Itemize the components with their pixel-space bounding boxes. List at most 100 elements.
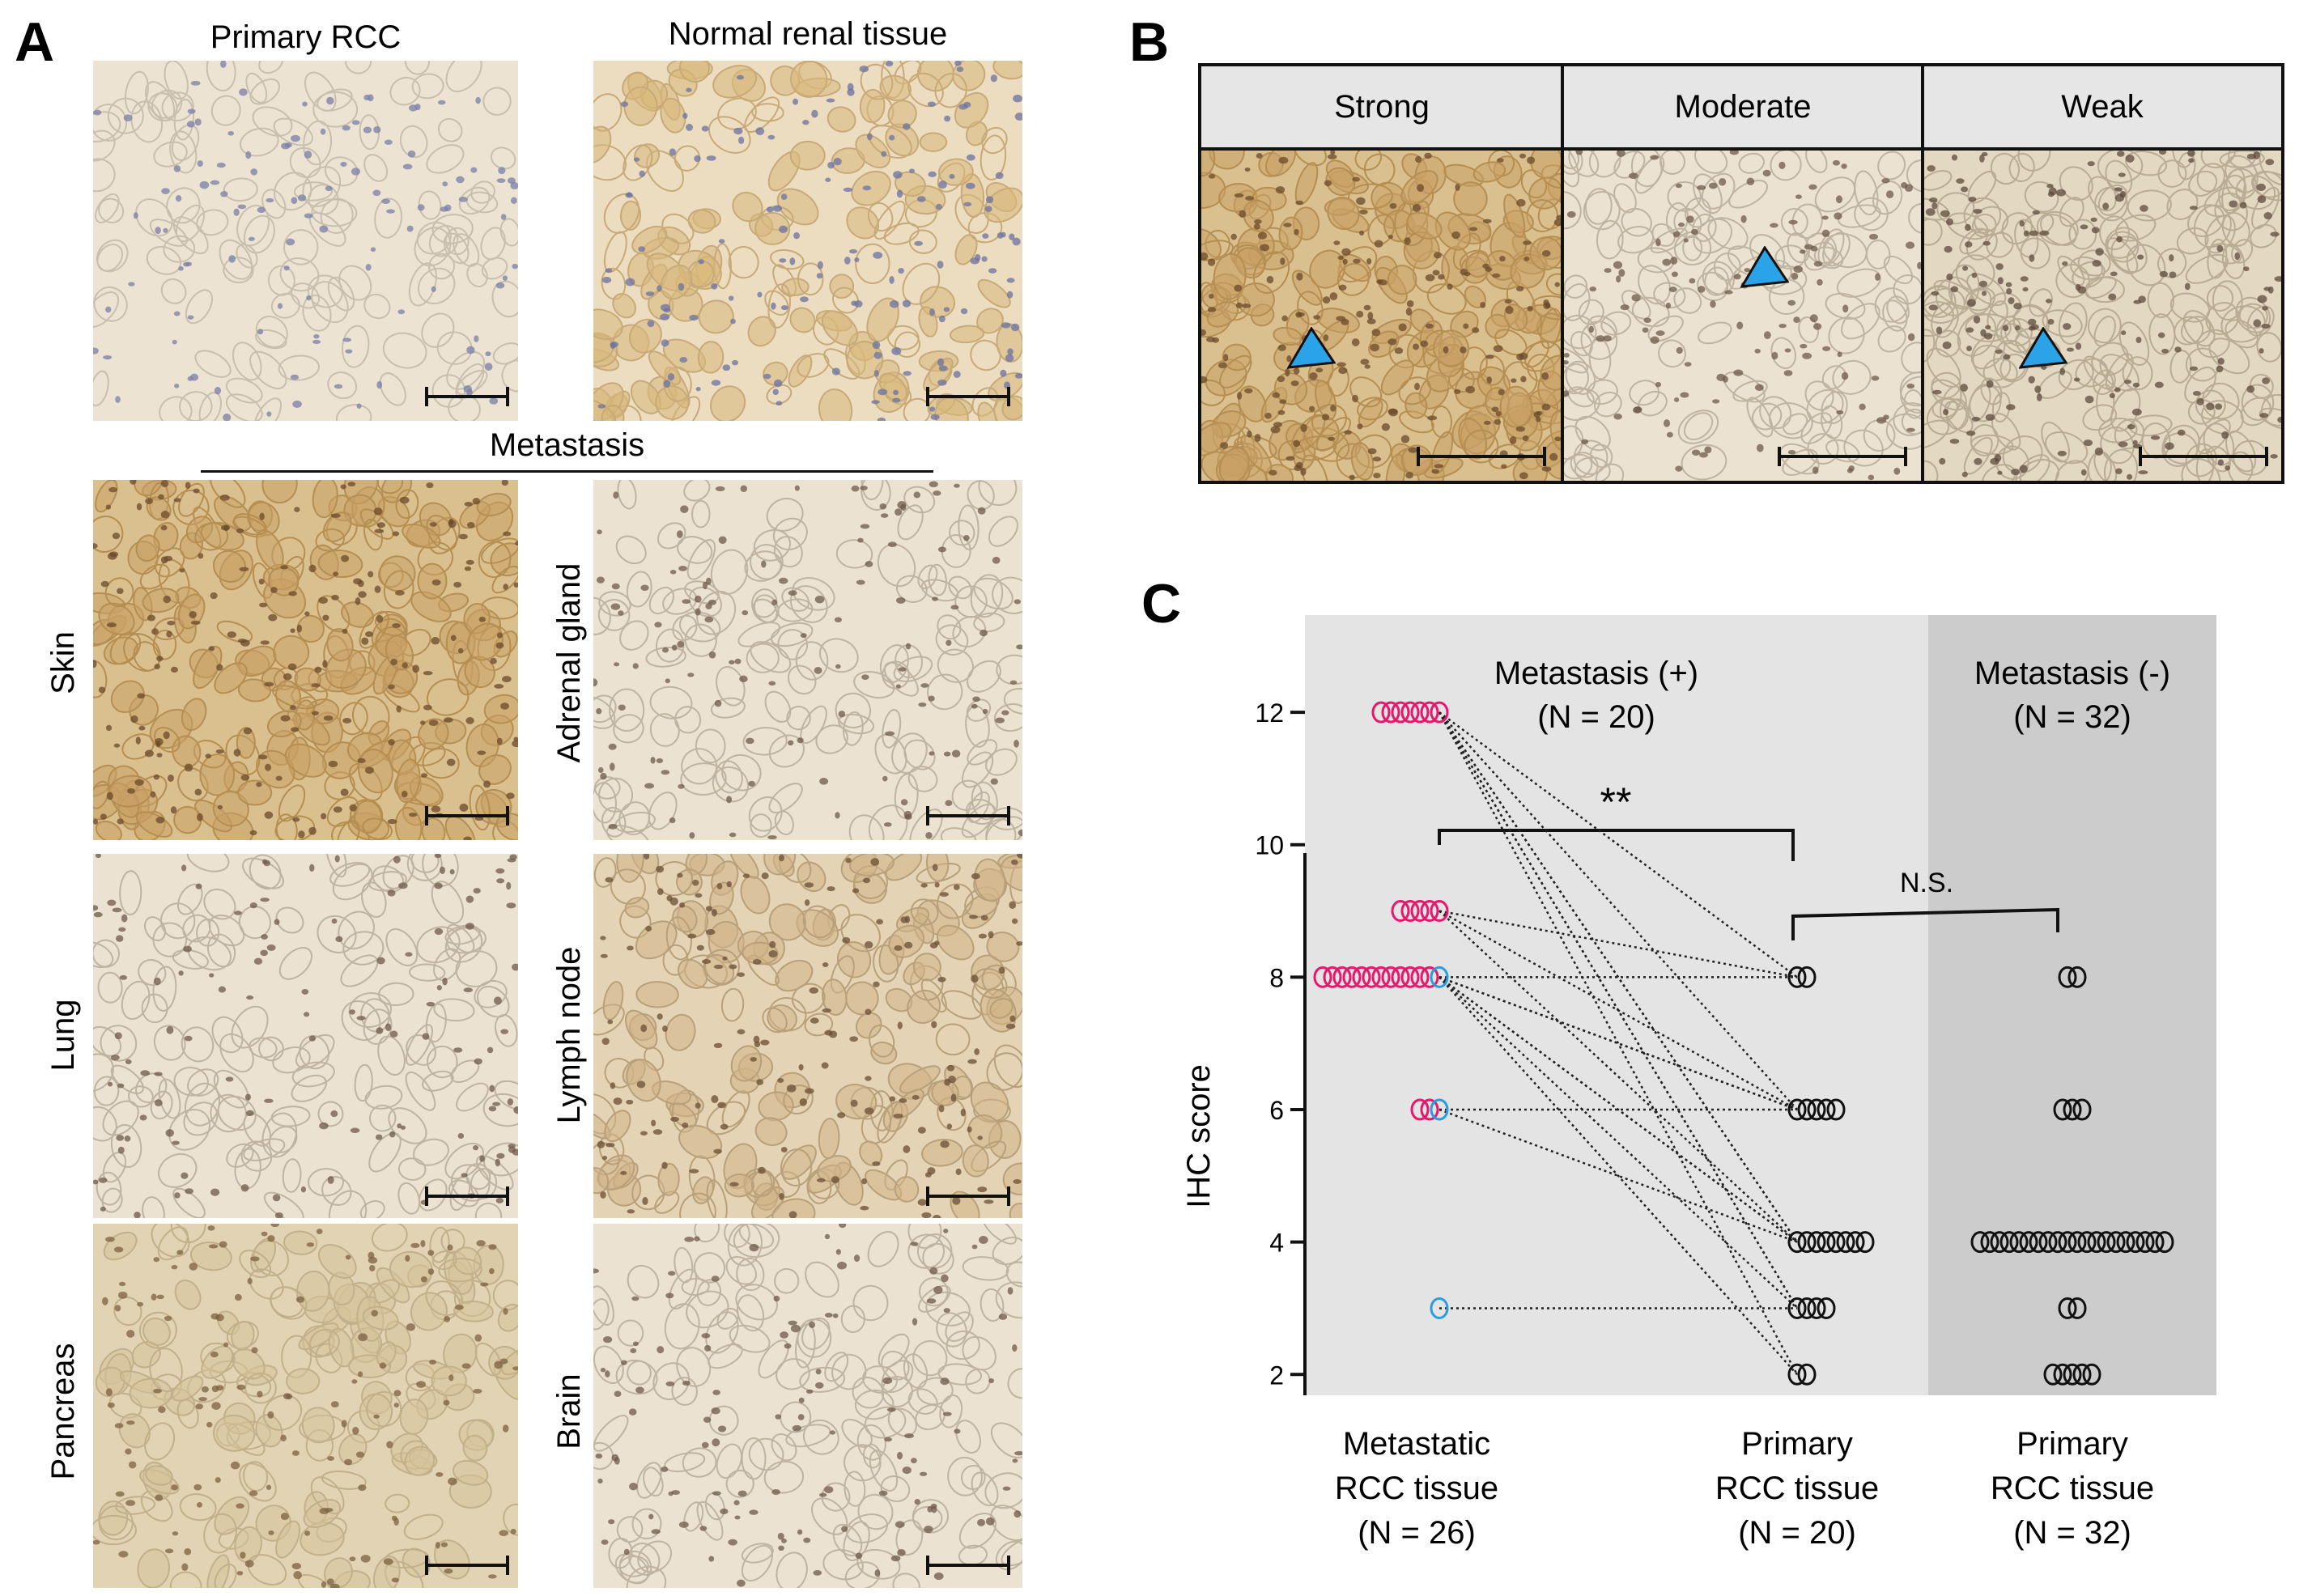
primary-met-neg-point [2048,1231,2067,1254]
primary-met-pos-point [1817,1297,1836,1319]
significance-mark: ** [1600,779,1632,825]
primary-met-neg-point [2097,1231,2116,1254]
pair-line [1438,976,1798,1111]
micrograph-strong [1201,151,1562,481]
micrograph-normal-renal [593,61,1022,421]
metastatic-point [1400,900,1420,923]
pair-line [1438,711,1798,1110]
primary-met-pos-point [1807,1297,1826,1319]
pair-line [1438,976,1798,1309]
micrograph-primary-rcc [93,61,518,421]
primary-met-neg-point [2067,966,2087,988]
primary-met-neg-point [1990,1231,2009,1254]
normal-renal-caption: Normal renal tissue [668,16,948,52]
primary-met-pos-point [1817,1098,1836,1121]
metastatic-point [1352,966,1371,988]
primary-met-pos-point [1787,966,1807,988]
metastatic-point [1313,966,1332,988]
y-axis: 2 4 6 8 10 12 [1255,698,1307,1395]
pair-line [1438,976,1798,1376]
primary-met-neg-point [2155,1231,2174,1254]
group1-title: Metastasis (+) [1494,656,1698,691]
metastatic-point [1391,701,1410,724]
y-tick-label: 6 [1269,1096,1284,1125]
arrowhead-icon [1287,327,1336,369]
y-axis-label: IHC score [1181,1064,1217,1208]
scalebar [1778,447,1907,466]
scalebar [425,387,509,406]
metastatic-point [1410,900,1430,923]
scalebar [926,1186,1010,1206]
metastatic-point [1371,701,1391,724]
pair-line [1438,711,1799,1243]
ihc-score-chart: Metastasis (+) (N = 20) Metastasis (-) (… [1181,615,2216,1551]
header-moderate: Moderate [1562,66,1923,151]
scalebar [425,1556,509,1575]
primary-met-neg-point [2043,1363,2063,1386]
pair-line [1438,910,1798,1243]
x-category-label: RCC tissue [1715,1471,1879,1506]
micrograph-lung [93,854,518,1218]
panel-a-letter: A [15,11,55,73]
primary-met-neg-point [2058,966,2077,988]
metastatic-point [1430,1098,1449,1121]
primary-met-pos-point [1826,1231,1846,1254]
micrograph-weak [1923,151,2281,481]
primary-met-pos-point [1855,1231,1875,1254]
primary-met-neg-point [2116,1231,2135,1254]
skin-label: Skin [45,631,81,694]
micrograph-moderate [1562,151,1923,481]
scalebar [926,387,1010,406]
primary-met-neg-point [2058,1231,2077,1254]
primary-met-pos-point [1836,1231,1855,1254]
metastatic-point [1391,966,1410,988]
primary-met-pos-point [1787,1231,1807,1254]
primary-met-neg-point [2053,1098,2072,1121]
metastasis-caption: Metastasis [489,427,645,463]
metastatic-point [1420,701,1439,724]
lung-label: Lung [45,999,81,1072]
group1-background [1305,615,1928,1395]
metastatic-point [1332,966,1352,988]
primary-met-pos-point [1826,1098,1846,1121]
metastatic-point [1420,1098,1439,1121]
primary-met-pos-point [1807,1231,1826,1254]
primary-met-pos-point [1807,1098,1826,1121]
primary-met-pos-point [1787,1098,1807,1121]
primary-met-neg-point [2058,1297,2077,1319]
group2-n: (N = 32) [2013,699,2131,735]
metastatic-point [1420,900,1439,923]
primary-met-pos-point [1846,1231,1865,1254]
pair-line [1438,976,1798,1243]
primary-met-neg-point [2053,1363,2072,1386]
metastatic-point [1430,1297,1449,1319]
primary-met-neg-point [2106,1231,2126,1254]
scalebar [425,806,509,826]
header-weak: Weak [1923,66,2281,151]
x-category-label: Primary [2016,1426,2128,1462]
primary-met-neg-point [2029,1231,2048,1254]
primary-met-neg-point [1999,1231,2019,1254]
adrenal-label: Adrenal gland [551,562,587,763]
metastatic-point [1430,701,1449,724]
primary-met-neg-point [2135,1231,2155,1254]
primary-met-neg-point [2019,1231,2038,1254]
x-categories: Metastatic RCC tissue (N = 26) Primary RCC t… [1335,1426,2154,1551]
micrograph-lymph [593,854,1022,1218]
scalebar [425,1186,509,1206]
group2-background [1928,615,2216,1395]
metastatic-point [1430,900,1449,923]
x-category-label: (N = 32) [2013,1515,2131,1551]
primary-met-neg-point [2009,1231,2029,1254]
pair-line [1438,910,1798,978]
primary-met-neg-point [2077,1231,2097,1254]
pair-line [1438,711,1799,1375]
primary-met-neg-point [2067,1297,2087,1319]
primary-met-neg-point [2038,1231,2058,1254]
metastatic-point [1381,966,1400,988]
primary-met-neg-point [2145,1231,2165,1254]
primary-met-neg-point [2063,1098,2082,1121]
metastatic-point [1410,1098,1430,1121]
primary-met-pos-point [1817,1231,1836,1254]
header-strong: Strong [1201,66,1562,151]
